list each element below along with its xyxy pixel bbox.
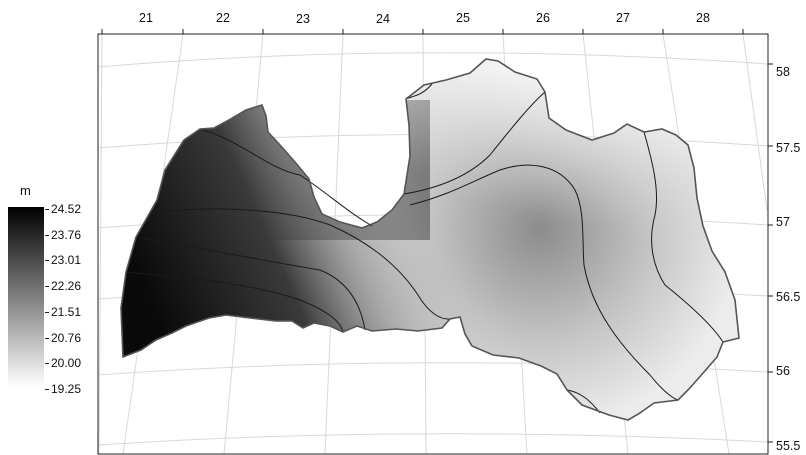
frame-ticks bbox=[101, 29, 773, 443]
legend-value: 22.26 bbox=[45, 280, 81, 292]
longitude-label: 22 bbox=[216, 11, 230, 25]
longitude-axis: 21 22 23 24 25 26 27 28 bbox=[139, 11, 710, 26]
legend-value: 24.52 bbox=[45, 203, 81, 215]
legend-unit: m bbox=[20, 183, 31, 198]
latitude-label: 56.5 bbox=[776, 290, 800, 304]
latitude-label: 57 bbox=[776, 215, 790, 229]
legend-value: 21.51 bbox=[45, 306, 81, 318]
latitude-label: 55.5 bbox=[776, 439, 800, 453]
latitude-label: 58 bbox=[776, 65, 790, 79]
latitude-label: 56 bbox=[776, 364, 790, 378]
longitude-label: 26 bbox=[536, 11, 550, 25]
legend-value: 20.76 bbox=[45, 332, 81, 344]
legend-value: 20.00 bbox=[45, 357, 81, 369]
longitude-label: 28 bbox=[696, 11, 710, 25]
legend-value: 23.76 bbox=[45, 229, 81, 241]
longitude-label: 25 bbox=[456, 11, 470, 25]
legend-colorbar bbox=[8, 207, 44, 387]
map-frame bbox=[97, 33, 769, 455]
longitude-label: 27 bbox=[616, 11, 630, 25]
longitude-label: 21 bbox=[139, 11, 153, 25]
latitude-axis: 58 57.5 57 56.5 56 55.5 bbox=[776, 65, 800, 453]
longitude-label: 23 bbox=[296, 12, 310, 26]
elevation-surface bbox=[121, 59, 739, 420]
legend-value: 19.25 bbox=[45, 383, 81, 395]
latitude-label: 57.5 bbox=[776, 141, 800, 155]
legend-value: 23.01 bbox=[45, 254, 81, 266]
longitude-label: 24 bbox=[376, 12, 390, 26]
